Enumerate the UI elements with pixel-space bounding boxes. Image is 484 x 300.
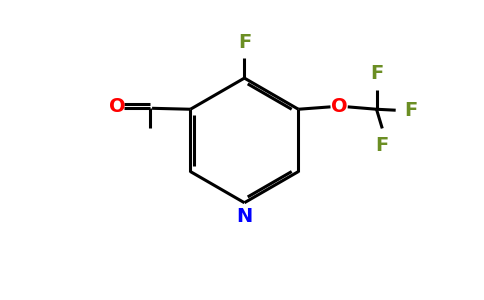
- Text: O: O: [109, 97, 125, 116]
- Text: F: F: [370, 64, 383, 83]
- Text: F: F: [376, 136, 389, 155]
- Text: F: F: [405, 101, 418, 120]
- Text: N: N: [236, 207, 253, 226]
- Text: F: F: [238, 33, 251, 52]
- Text: O: O: [331, 98, 348, 116]
